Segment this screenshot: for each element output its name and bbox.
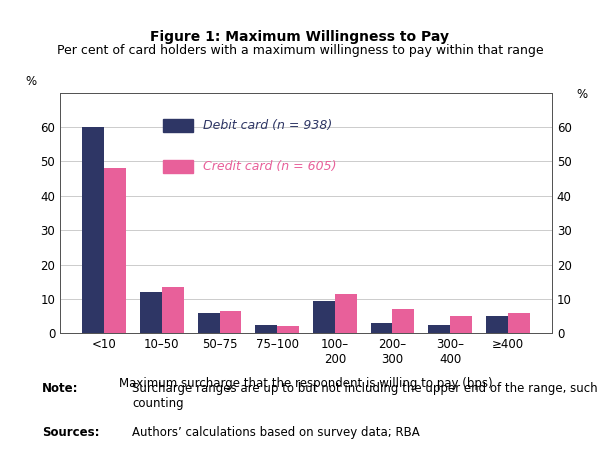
Text: Sources:: Sources: [42,426,100,439]
Text: Debit card (n = 938): Debit card (n = 938) [203,119,332,131]
Text: Per cent of card holders with a maximum willingness to pay within that range: Per cent of card holders with a maximum … [56,44,544,57]
Text: Note:: Note: [42,382,79,395]
Bar [313,300,335,333]
Bar [255,325,277,333]
Y-axis label: %: % [25,75,36,88]
Bar [162,287,184,333]
Bar [486,316,508,333]
Bar [450,316,472,333]
Bar [371,323,392,333]
Text: Surcharge ranges are up to but not including the upper end of the range, such th: Surcharge ranges are up to but not inclu… [132,382,600,410]
Y-axis label: %: % [576,88,587,101]
Bar [82,127,104,333]
X-axis label: Maximum surcharge that the respondent is willing to pay (bps): Maximum surcharge that the respondent is… [119,377,493,390]
Text: Authors’ calculations based on survey data; RBA: Authors’ calculations based on survey da… [132,426,420,439]
Bar [104,168,126,333]
Text: Credit card (n = 605): Credit card (n = 605) [203,160,336,173]
Bar [428,325,450,333]
FancyBboxPatch shape [163,160,193,173]
Bar [335,294,357,333]
Bar [140,292,162,333]
Bar [508,313,530,333]
Bar [197,313,220,333]
Bar [392,309,415,333]
Bar [220,311,241,333]
FancyBboxPatch shape [163,119,193,132]
Text: Figure 1: Maximum Willingness to Pay: Figure 1: Maximum Willingness to Pay [151,30,449,44]
Bar [277,326,299,333]
